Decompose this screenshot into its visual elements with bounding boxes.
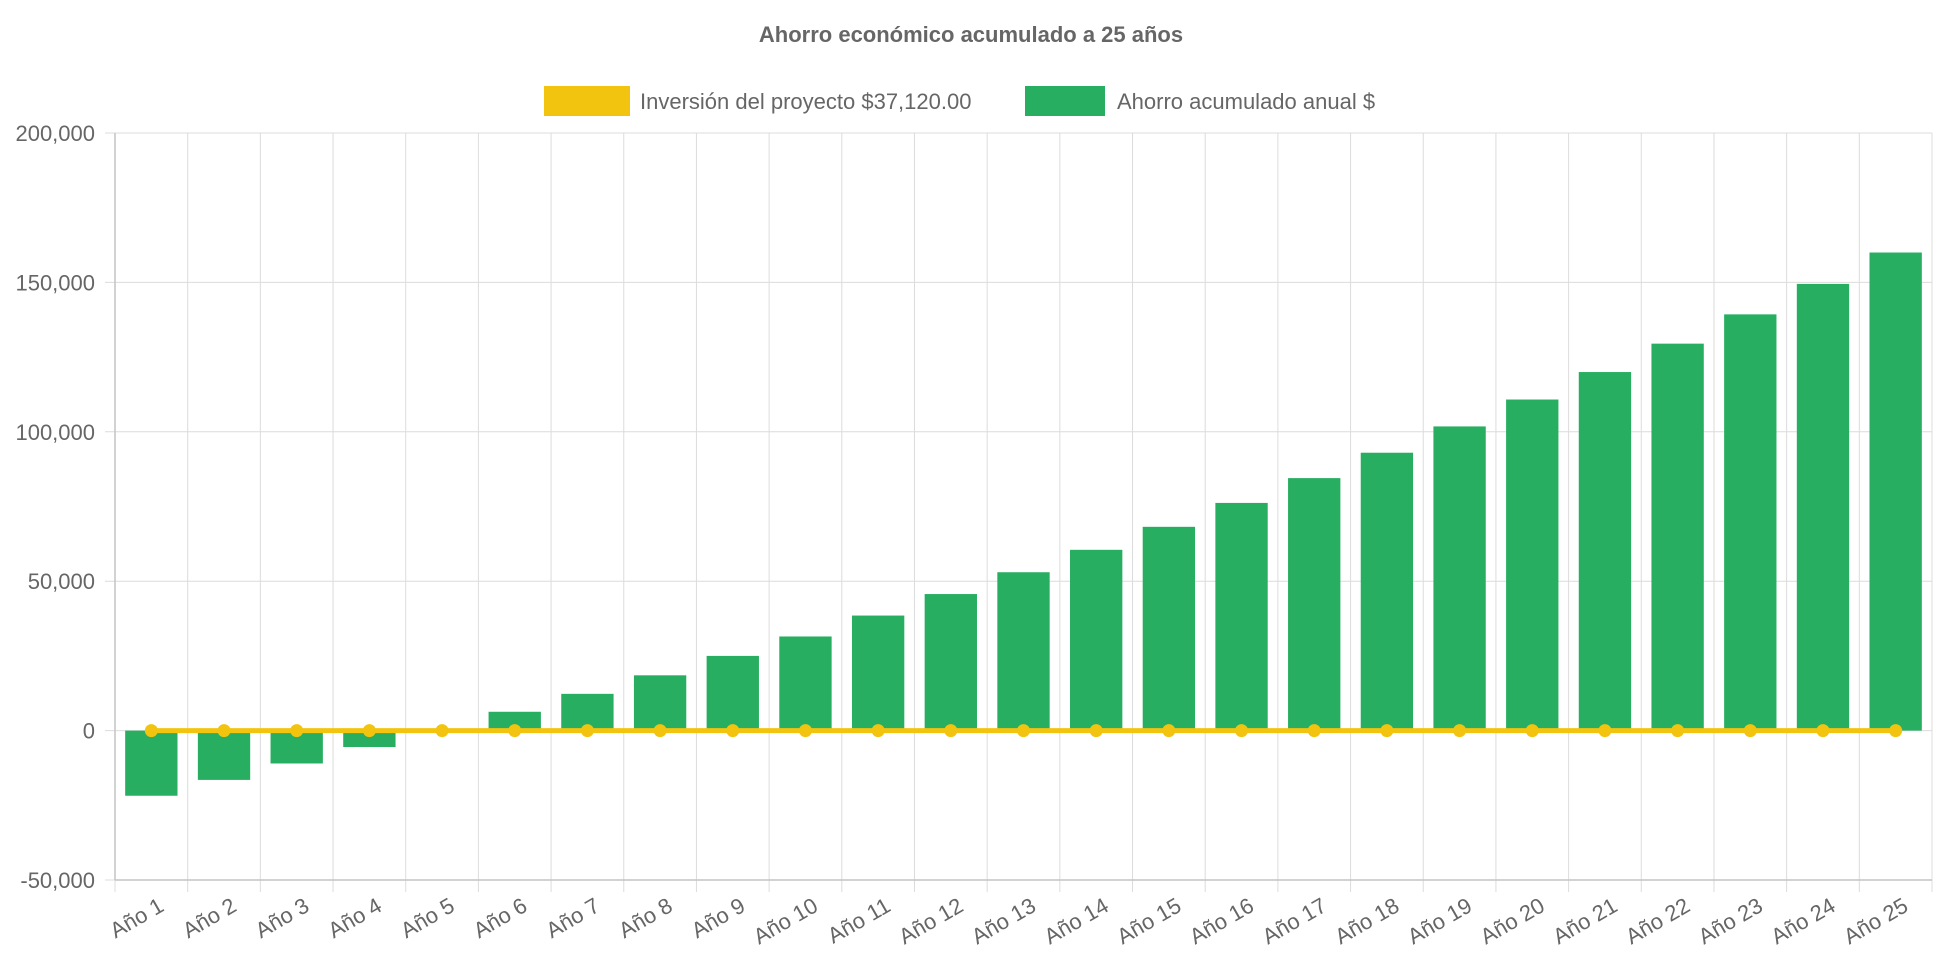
x-tick-label: Año 20 [1476,893,1549,950]
x-tick-label: Año 21 [1549,893,1622,950]
line-point[interactable] [798,724,812,738]
line-point[interactable] [508,724,522,738]
bar[interactable] [1796,283,1850,731]
grid [105,132,1933,892]
line-point[interactable] [1598,724,1612,738]
bar[interactable] [1142,526,1196,731]
x-tick-label: Año 10 [749,893,822,950]
x-tick-label: Año 8 [614,893,676,943]
bars [125,252,1922,796]
bar[interactable] [779,636,832,731]
y-tick-label: 50,000 [28,569,95,594]
line-point[interactable] [1307,724,1321,738]
line-point[interactable] [1816,724,1830,738]
legend-label-savings: Ahorro acumulado anual $ [1117,89,1375,114]
line-point[interactable] [726,724,740,738]
bar[interactable] [1506,399,1559,731]
x-tick-label: Año 16 [1185,893,1258,950]
bar[interactable] [851,615,905,731]
x-tick-label: Año 24 [1767,893,1840,950]
x-tick-label: Año 6 [469,893,531,943]
x-tick-label: Año 1 [106,893,168,943]
x-axis: Año 1 Año 2 Año 3 Año 4 Año 5 Año 6 Año 7 Año 8… [106,879,1932,950]
x-tick-label: Año 13 [967,893,1040,950]
bar[interactable] [997,572,1050,731]
bar[interactable] [1651,343,1704,731]
x-tick-label: Año 18 [1331,893,1404,950]
x-tick-label: Año 15 [1112,893,1185,950]
line-point[interactable] [1671,724,1685,738]
bar[interactable] [1578,372,1632,731]
x-tick-label: Año 2 [178,893,240,943]
x-tick-label: Año 25 [1839,893,1912,950]
x-tick-label: Año 4 [324,893,386,943]
bar[interactable] [1215,502,1268,731]
x-tick-label: Año 5 [396,893,458,943]
y-tick-label: 200,000 [15,121,95,146]
chart-title: Ahorro económico acumulado a 25 años [759,22,1183,47]
investment-line [144,724,1903,738]
legend: Inversión del proyecto $37,120.00 Ahorro… [544,86,1375,116]
x-tick-label: Año 7 [542,893,604,943]
bar[interactable] [1360,452,1414,731]
legend-swatch-investment [544,86,630,116]
x-tick-label: Año 12 [894,893,967,950]
legend-item-investment[interactable]: Inversión del proyecto $37,120.00 [544,86,971,116]
bar[interactable] [706,655,759,731]
x-tick-label: Año 14 [1040,893,1113,950]
line-point[interactable] [290,724,304,738]
bar[interactable] [343,730,396,748]
x-tick-label: Año 23 [1694,893,1767,950]
bar[interactable] [125,730,178,796]
legend-item-savings[interactable]: Ahorro acumulado anual $ [1025,86,1375,116]
legend-swatch-savings [1025,86,1105,116]
line-point[interactable] [217,724,231,738]
x-tick-label: Año 17 [1258,893,1331,950]
bar[interactable] [633,675,687,731]
y-tick-label: 0 [83,719,95,744]
y-tick-label: 150,000 [15,270,95,295]
line-point[interactable] [362,724,376,738]
line-point[interactable] [1889,724,1903,738]
line-point[interactable] [580,724,594,738]
bar[interactable] [924,594,977,731]
bar[interactable] [1070,549,1123,731]
x-tick-label: Año 3 [251,893,313,943]
bar[interactable] [1869,252,1922,731]
y-axis: -50,000 0 50,000 100,000 150,000 200,000 [15,121,116,893]
line-point[interactable] [944,724,958,738]
line-point[interactable] [1743,724,1757,738]
x-tick-label: Año 9 [687,893,749,943]
line-point[interactable] [871,724,885,738]
line-point[interactable] [435,724,449,738]
bar[interactable] [488,711,541,731]
x-tick-label: Año 22 [1621,893,1694,950]
line-point[interactable] [1525,724,1539,738]
x-tick-label: Año 11 [823,893,894,949]
line-point[interactable] [1235,724,1249,738]
line-point[interactable] [1380,724,1394,738]
line-point[interactable] [1089,724,1103,738]
line-point[interactable] [1017,724,1030,738]
y-tick-label: 100,000 [15,420,95,445]
bar[interactable] [1724,314,1777,731]
y-tick-label: -50,000 [20,868,95,893]
line-point[interactable] [1453,724,1467,738]
line-point[interactable] [653,724,667,738]
bar[interactable] [1288,478,1341,731]
line-point[interactable] [144,724,158,738]
bar[interactable] [1433,426,1486,731]
x-tick-label: Año 19 [1403,893,1476,950]
legend-label-investment: Inversión del proyecto $37,120.00 [640,89,971,114]
bar[interactable] [197,730,251,780]
line-point[interactable] [1162,724,1176,738]
